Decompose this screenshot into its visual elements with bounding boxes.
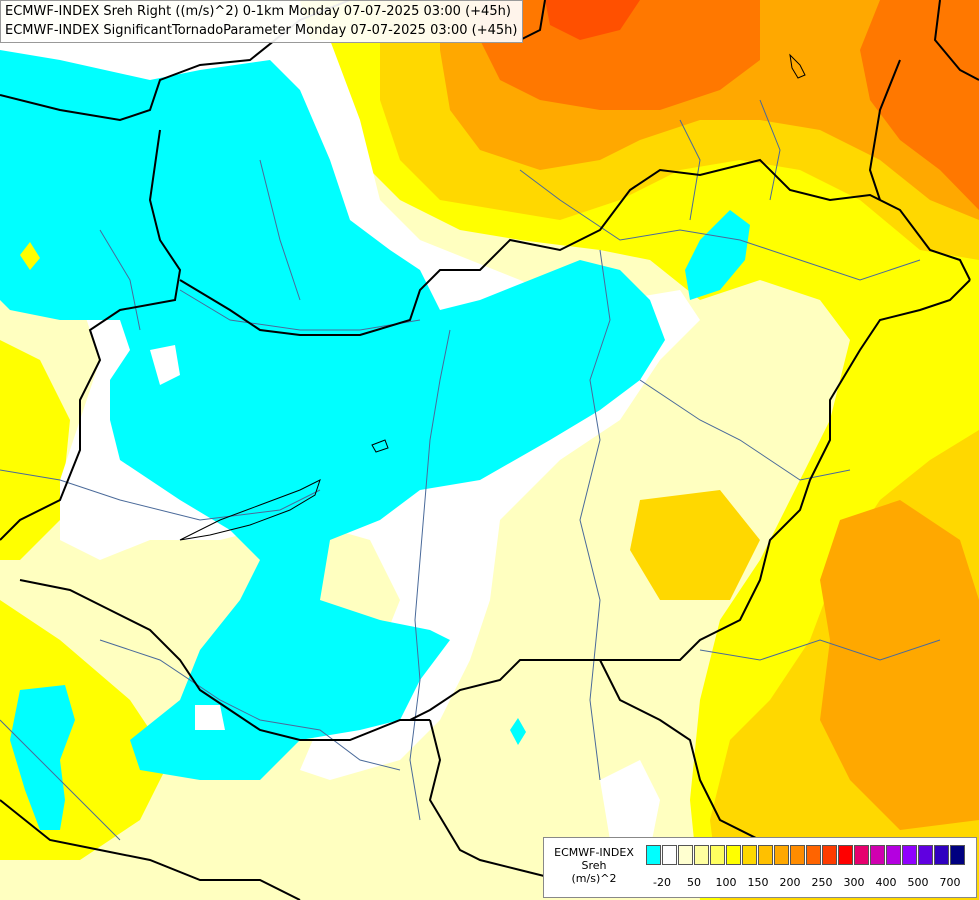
lake-balaton <box>179 479 321 541</box>
legend-swatch <box>854 845 869 865</box>
legend-swatch <box>646 845 661 865</box>
legend-swatch <box>870 845 885 865</box>
white-zone-south <box>600 760 660 850</box>
legend-label: 250 <box>811 876 833 889</box>
deep-orange-field-north <box>480 0 760 110</box>
legend-label: 100 <box>715 876 737 889</box>
legend-swatch <box>886 845 901 865</box>
legend-label: 700 <box>939 876 961 889</box>
legend-label: 150 <box>747 876 769 889</box>
legend-swatch <box>710 845 725 865</box>
legend-swatch <box>918 845 933 865</box>
legend-label: 300 <box>843 876 865 889</box>
red-orange-spot <box>545 0 640 40</box>
deep-orange-field-east <box>860 0 979 210</box>
legend-title-line-1: ECMWF-INDEX <box>554 846 634 859</box>
legend-swatch <box>694 845 709 865</box>
legend-swatch <box>934 845 949 865</box>
legend-swatch <box>822 845 837 865</box>
white-hole-1 <box>150 345 180 385</box>
legend-swatch <box>838 845 853 865</box>
legend-swatch <box>774 845 789 865</box>
legend-swatch <box>726 845 741 865</box>
legend-swatch <box>678 845 693 865</box>
legend-label: 50 <box>687 876 701 889</box>
white-hole-2 <box>195 705 225 730</box>
legend-swatch <box>950 845 965 865</box>
cyan-zone-ne <box>685 210 750 300</box>
legend-label: 400 <box>875 876 897 889</box>
legend-swatch <box>790 845 805 865</box>
legend-label: 200 <box>779 876 801 889</box>
yellow-hole-1 <box>20 242 40 270</box>
legend-swatch <box>902 845 917 865</box>
legend-title: ECMWF-INDEX Sreh (m/s)^2 <box>546 846 642 885</box>
legend-title-line-2: Sreh <box>581 859 607 872</box>
legend-swatch <box>758 845 773 865</box>
map-title-box: ECMWF-INDEX Sreh Right ((m/s)^2) 0-1km M… <box>0 0 524 43</box>
cyan-spot-south <box>510 718 526 745</box>
color-legend: ECMWF-INDEX Sreh (m/s)^2 -20 50 100 150 200 2… <box>543 837 977 898</box>
title-line-2: ECMWF-INDEX SignificantTornadoParameter … <box>5 23 518 38</box>
legend-label: 500 <box>907 876 929 889</box>
orange-field-se <box>820 500 979 830</box>
legend-swatch <box>806 845 821 865</box>
legend-title-line-3: (m/s)^2 <box>571 872 617 885</box>
gold-blob-center <box>630 490 760 600</box>
title-line-1: ECMWF-INDEX Sreh Right ((m/s)^2) 0-1km M… <box>5 4 511 19</box>
cyan-zone-sw <box>10 685 75 830</box>
cyan-zone-main <box>0 50 665 780</box>
legend-label: -20 <box>653 876 671 889</box>
lakes <box>179 53 806 541</box>
legend-swatch <box>662 845 677 865</box>
rivers <box>0 99 941 841</box>
yellow-field-west <box>0 340 70 560</box>
legend-swatch <box>742 845 757 865</box>
